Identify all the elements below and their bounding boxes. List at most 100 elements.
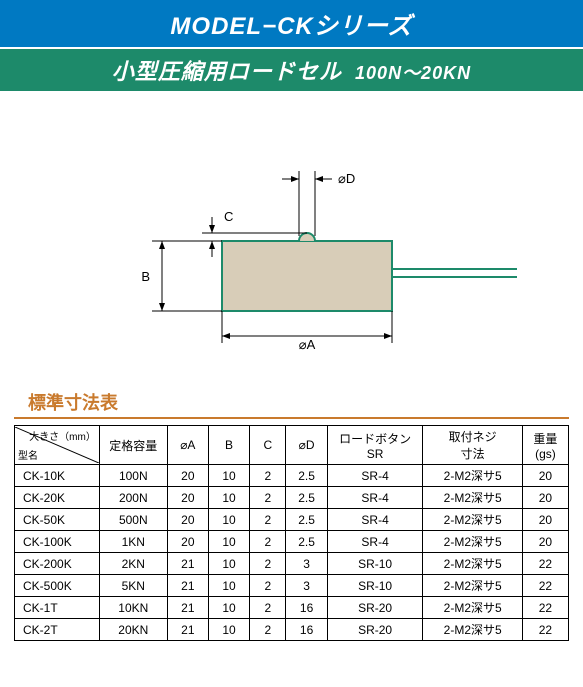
- table-cell: 2: [250, 619, 286, 641]
- table-cell: CK-10K: [15, 465, 100, 487]
- dimension-diagram: ⌀A B C ⌀D: [62, 121, 522, 361]
- table-cell: 2: [250, 597, 286, 619]
- table-cell: 500N: [99, 509, 167, 531]
- th-sr: ロードボタンSR: [327, 426, 423, 465]
- table-cell: 16: [286, 597, 327, 619]
- table-row: CK-20K200N201022.5SR-42-M2深サ520: [15, 487, 569, 509]
- table-cell: 2.5: [286, 531, 327, 553]
- table-cell: 2KN: [99, 553, 167, 575]
- table-cell: 20KN: [99, 619, 167, 641]
- table-cell: CK-2T: [15, 619, 100, 641]
- table-cell: CK-20K: [15, 487, 100, 509]
- table-row: CK-100K1KN201022.5SR-42-M2深サ520: [15, 531, 569, 553]
- dim-b-label: B: [141, 269, 150, 284]
- table-cell: 2-M2深サ5: [423, 597, 522, 619]
- table-cell: 20: [522, 531, 568, 553]
- table-cell: SR-4: [327, 531, 423, 553]
- table-cell: 2-M2深サ5: [423, 553, 522, 575]
- dim-a-label: ⌀A: [298, 337, 315, 352]
- subtitle-banner: 小型圧縮用ロードセル 100N〜20KN: [0, 49, 583, 91]
- table-cell: 2-M2深サ5: [423, 509, 522, 531]
- table-cell: 10: [208, 509, 249, 531]
- th-d: ⌀D: [286, 426, 327, 465]
- table-cell: SR-4: [327, 509, 423, 531]
- table-cell: 21: [167, 619, 208, 641]
- table-caption: 標準寸法表: [14, 381, 569, 419]
- th-diagonal: 大きさ（mm） 型名: [15, 426, 100, 465]
- table-cell: 20: [167, 509, 208, 531]
- table-cell: 10: [208, 487, 249, 509]
- table-cell: 21: [167, 553, 208, 575]
- title-banner: MODEL−CKシリーズ: [0, 0, 583, 49]
- diag-top-label: 大きさ（mm）: [29, 428, 96, 443]
- table-cell: 2-M2深サ5: [423, 619, 522, 641]
- table-row: CK-50K500N201022.5SR-42-M2深サ520: [15, 509, 569, 531]
- table-cell: 20: [167, 465, 208, 487]
- th-b: B: [208, 426, 249, 465]
- subtitle-text: 小型圧縮用ロードセル: [112, 59, 342, 84]
- table-cell: 22: [522, 553, 568, 575]
- dim-c-label: C: [224, 209, 233, 224]
- table-cell: 2-M2深サ5: [423, 465, 522, 487]
- table-cell: 3: [286, 553, 327, 575]
- table-cell: 16: [286, 619, 327, 641]
- table-cell: 20: [167, 531, 208, 553]
- table-cell: 200N: [99, 487, 167, 509]
- th-weight: 重量(gs): [522, 426, 568, 465]
- th-c: C: [250, 426, 286, 465]
- table-header-row: 大きさ（mm） 型名 定格容量 ⌀A B C ⌀D ロードボタンSR 取付ネジ寸…: [15, 426, 569, 465]
- table-cell: 22: [522, 597, 568, 619]
- table-row: CK-500K5KN211023SR-102-M2深サ522: [15, 575, 569, 597]
- table-cell: 20: [522, 465, 568, 487]
- table-cell: 2.5: [286, 487, 327, 509]
- range-text: 100N〜20KN: [355, 63, 471, 83]
- table-cell: 3: [286, 575, 327, 597]
- table-cell: 2-M2深サ5: [423, 575, 522, 597]
- table-cell: 2: [250, 509, 286, 531]
- table-cell: SR-4: [327, 487, 423, 509]
- table-cell: 10KN: [99, 597, 167, 619]
- table-cell: 22: [522, 619, 568, 641]
- table-cell: CK-100K: [15, 531, 100, 553]
- table-cell: 2-M2深サ5: [423, 487, 522, 509]
- table-cell: 1KN: [99, 531, 167, 553]
- table-cell: CK-1T: [15, 597, 100, 619]
- table-cell: CK-50K: [15, 509, 100, 531]
- table-cell: SR-10: [327, 553, 423, 575]
- table-cell: 20: [167, 487, 208, 509]
- table-cell: 2: [250, 531, 286, 553]
- th-a: ⌀A: [167, 426, 208, 465]
- table-cell: 20: [522, 487, 568, 509]
- table-cell: SR-4: [327, 465, 423, 487]
- spec-table: 大きさ（mm） 型名 定格容量 ⌀A B C ⌀D ロードボタンSR 取付ネジ寸…: [14, 425, 569, 641]
- th-capacity: 定格容量: [99, 426, 167, 465]
- table-cell: CK-200K: [15, 553, 100, 575]
- table-cell: 2.5: [286, 509, 327, 531]
- table-cell: 10: [208, 575, 249, 597]
- table-cell: 21: [167, 575, 208, 597]
- table-cell: 21: [167, 597, 208, 619]
- table-cell: 20: [522, 509, 568, 531]
- table-cell: 10: [208, 619, 249, 641]
- th-screw: 取付ネジ寸法: [423, 426, 522, 465]
- diag-bottom-label: 型名: [18, 447, 38, 462]
- table-cell: 10: [208, 553, 249, 575]
- table-cell: 2.5: [286, 465, 327, 487]
- table-cell: 2-M2深サ5: [423, 531, 522, 553]
- table-cell: 100N: [99, 465, 167, 487]
- table-row: CK-2T20KN2110216SR-202-M2深サ522: [15, 619, 569, 641]
- table-cell: 10: [208, 531, 249, 553]
- table-cell: 10: [208, 465, 249, 487]
- table-cell: SR-10: [327, 575, 423, 597]
- dim-d-label: ⌀D: [338, 171, 355, 186]
- table-cell: 2: [250, 487, 286, 509]
- table-cell: CK-500K: [15, 575, 100, 597]
- table-cell: 5KN: [99, 575, 167, 597]
- table-cell: SR-20: [327, 619, 423, 641]
- table-body: CK-10K100N201022.5SR-42-M2深サ520CK-20K200…: [15, 465, 569, 641]
- diagram-container: ⌀A B C ⌀D: [0, 91, 583, 381]
- table-row: CK-200K2KN211023SR-102-M2深サ522: [15, 553, 569, 575]
- table-cell: 2: [250, 553, 286, 575]
- table-row: CK-1T10KN2110216SR-202-M2深サ522: [15, 597, 569, 619]
- table-row: CK-10K100N201022.5SR-42-M2深サ520: [15, 465, 569, 487]
